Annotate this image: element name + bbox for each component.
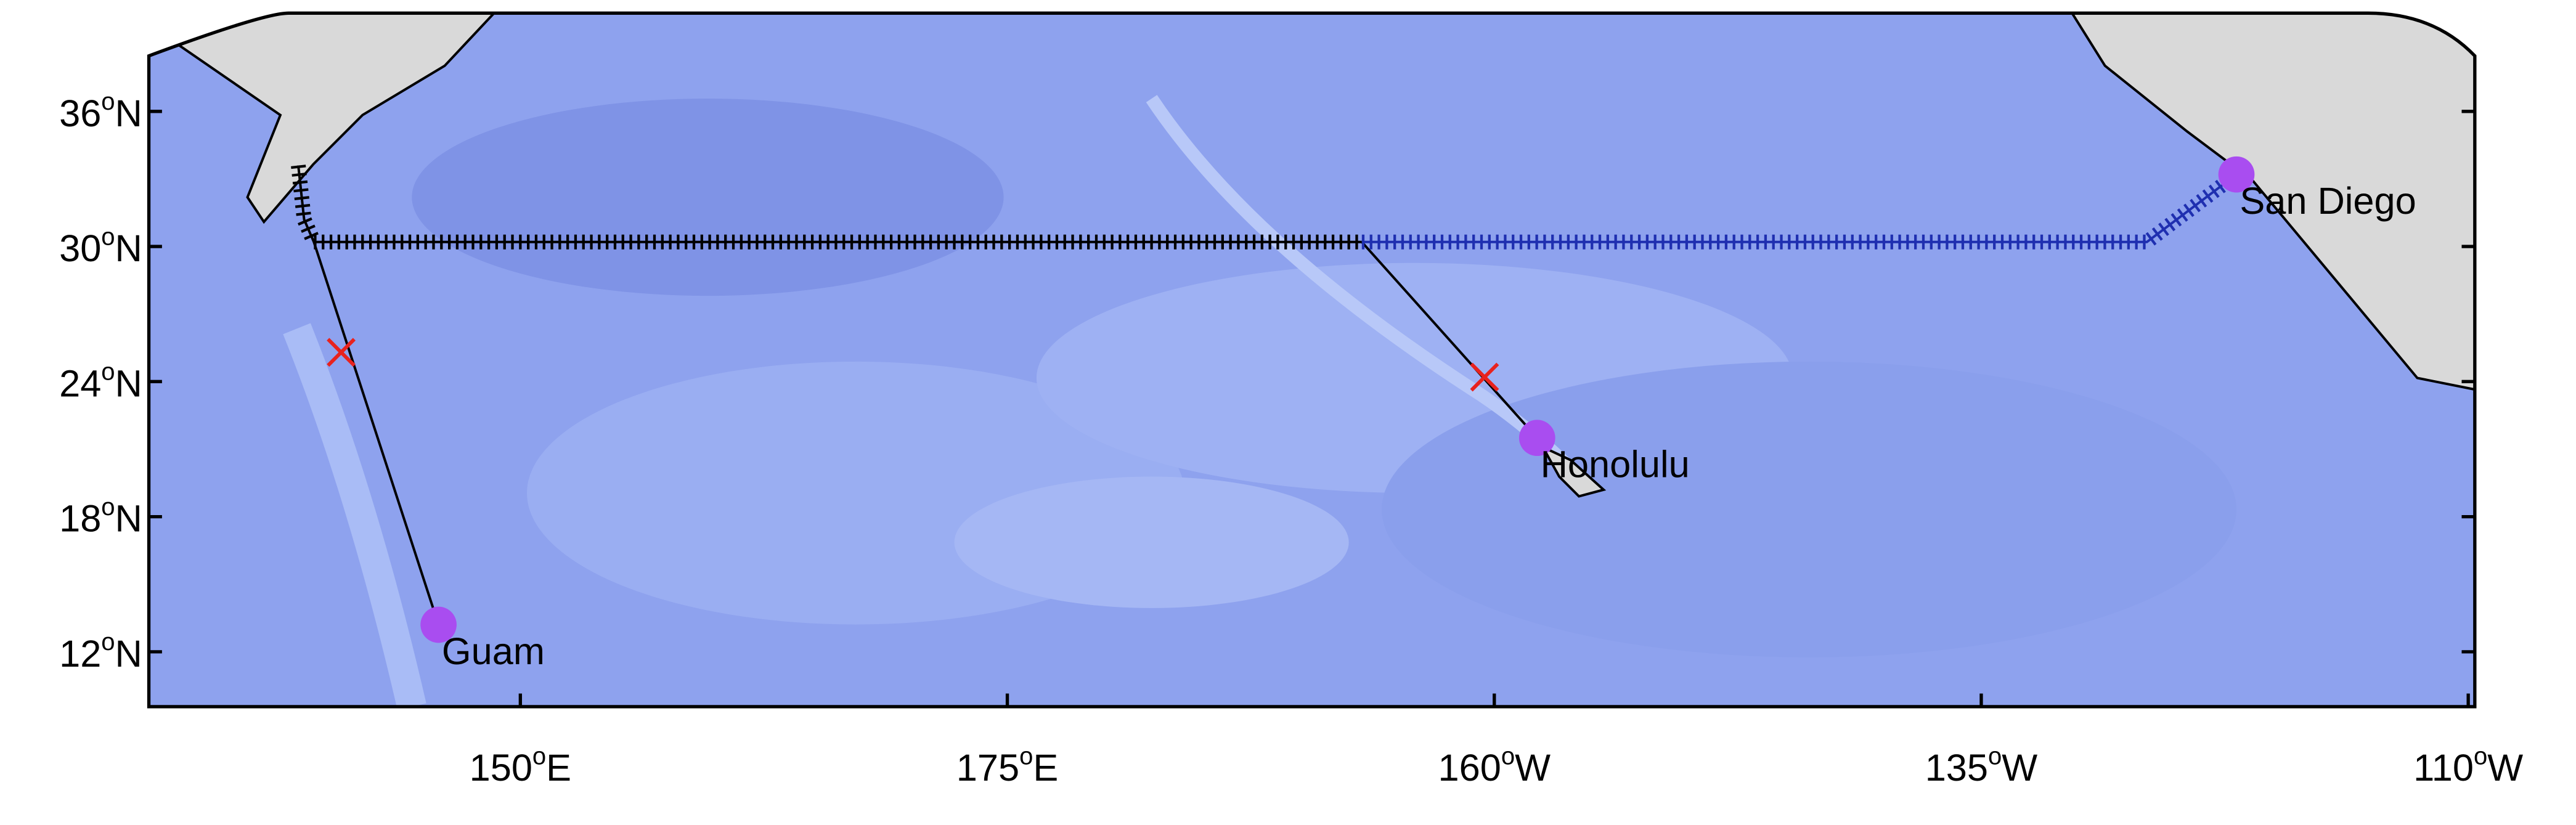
ship-track <box>297 165 1362 243</box>
tick-number: 110 <box>2413 746 2474 789</box>
lon-label: 150oE <box>470 742 571 789</box>
deep <box>1382 361 2237 657</box>
degree-mark: o <box>532 742 546 770</box>
hemisphere: N <box>115 362 142 404</box>
crossing-marker <box>327 338 356 367</box>
tick-number: 150 <box>470 746 532 789</box>
port-label: Honolulu <box>1541 443 1690 486</box>
land <box>2069 13 2475 396</box>
degree-mark: o <box>1019 742 1033 770</box>
hemisphere: N <box>115 227 142 269</box>
port <box>420 606 457 643</box>
tick-number: 160 <box>1438 746 1501 789</box>
port <box>2218 156 2255 193</box>
degree-mark: o <box>101 223 115 250</box>
degree-mark: o <box>2474 742 2487 770</box>
lat-label: 30oN <box>59 223 142 269</box>
shallow <box>954 476 1349 608</box>
lat-label: 12oN <box>59 628 142 675</box>
degree-mark: o <box>1501 742 1515 770</box>
tick-number: 30 <box>59 227 101 269</box>
lon-label: 175oE <box>956 742 1058 789</box>
hemisphere: W <box>2002 746 2037 789</box>
degree-mark: o <box>1988 742 2002 770</box>
tick-number: 18 <box>59 497 101 540</box>
tick-number: 12 <box>59 632 101 675</box>
hemisphere: E <box>546 746 571 789</box>
degree-mark: o <box>101 628 115 656</box>
port-label: San Diego <box>2240 179 2416 222</box>
port-label: Guam <box>442 630 545 672</box>
route-leg <box>1361 241 1538 439</box>
land <box>149 13 497 224</box>
lon-label: 160oW <box>1438 742 1551 789</box>
lon-label: 135oW <box>1925 742 2038 789</box>
lat-label: 18oN <box>59 494 142 540</box>
degree-mark: o <box>101 88 115 115</box>
map-background <box>149 13 2475 707</box>
hemisphere: W <box>1515 746 1551 789</box>
ridge <box>283 323 426 707</box>
tick-number: 175 <box>956 746 1019 789</box>
lat-label: 24oN <box>59 359 142 405</box>
hemisphere: N <box>115 497 142 540</box>
tick-number: 135 <box>1925 746 1988 789</box>
deep <box>412 99 1004 296</box>
map-frame <box>147 11 2477 709</box>
hemisphere: N <box>115 92 142 134</box>
degree-mark: o <box>101 359 115 386</box>
lon-label: 110oW <box>2413 742 2523 789</box>
degree-mark: o <box>101 494 115 521</box>
ship-track-markers <box>1361 168 2241 250</box>
hemisphere: W <box>2487 746 2523 789</box>
hemisphere: E <box>1033 746 1058 789</box>
tick-number: 24 <box>59 362 101 404</box>
route-leg <box>312 242 440 625</box>
port <box>1518 420 1555 457</box>
land <box>1539 444 1607 498</box>
hemisphere: N <box>115 632 142 675</box>
crossing-marker <box>1470 362 1499 392</box>
tick-number: 36 <box>59 92 101 134</box>
lat-label: 36oN <box>59 88 142 134</box>
